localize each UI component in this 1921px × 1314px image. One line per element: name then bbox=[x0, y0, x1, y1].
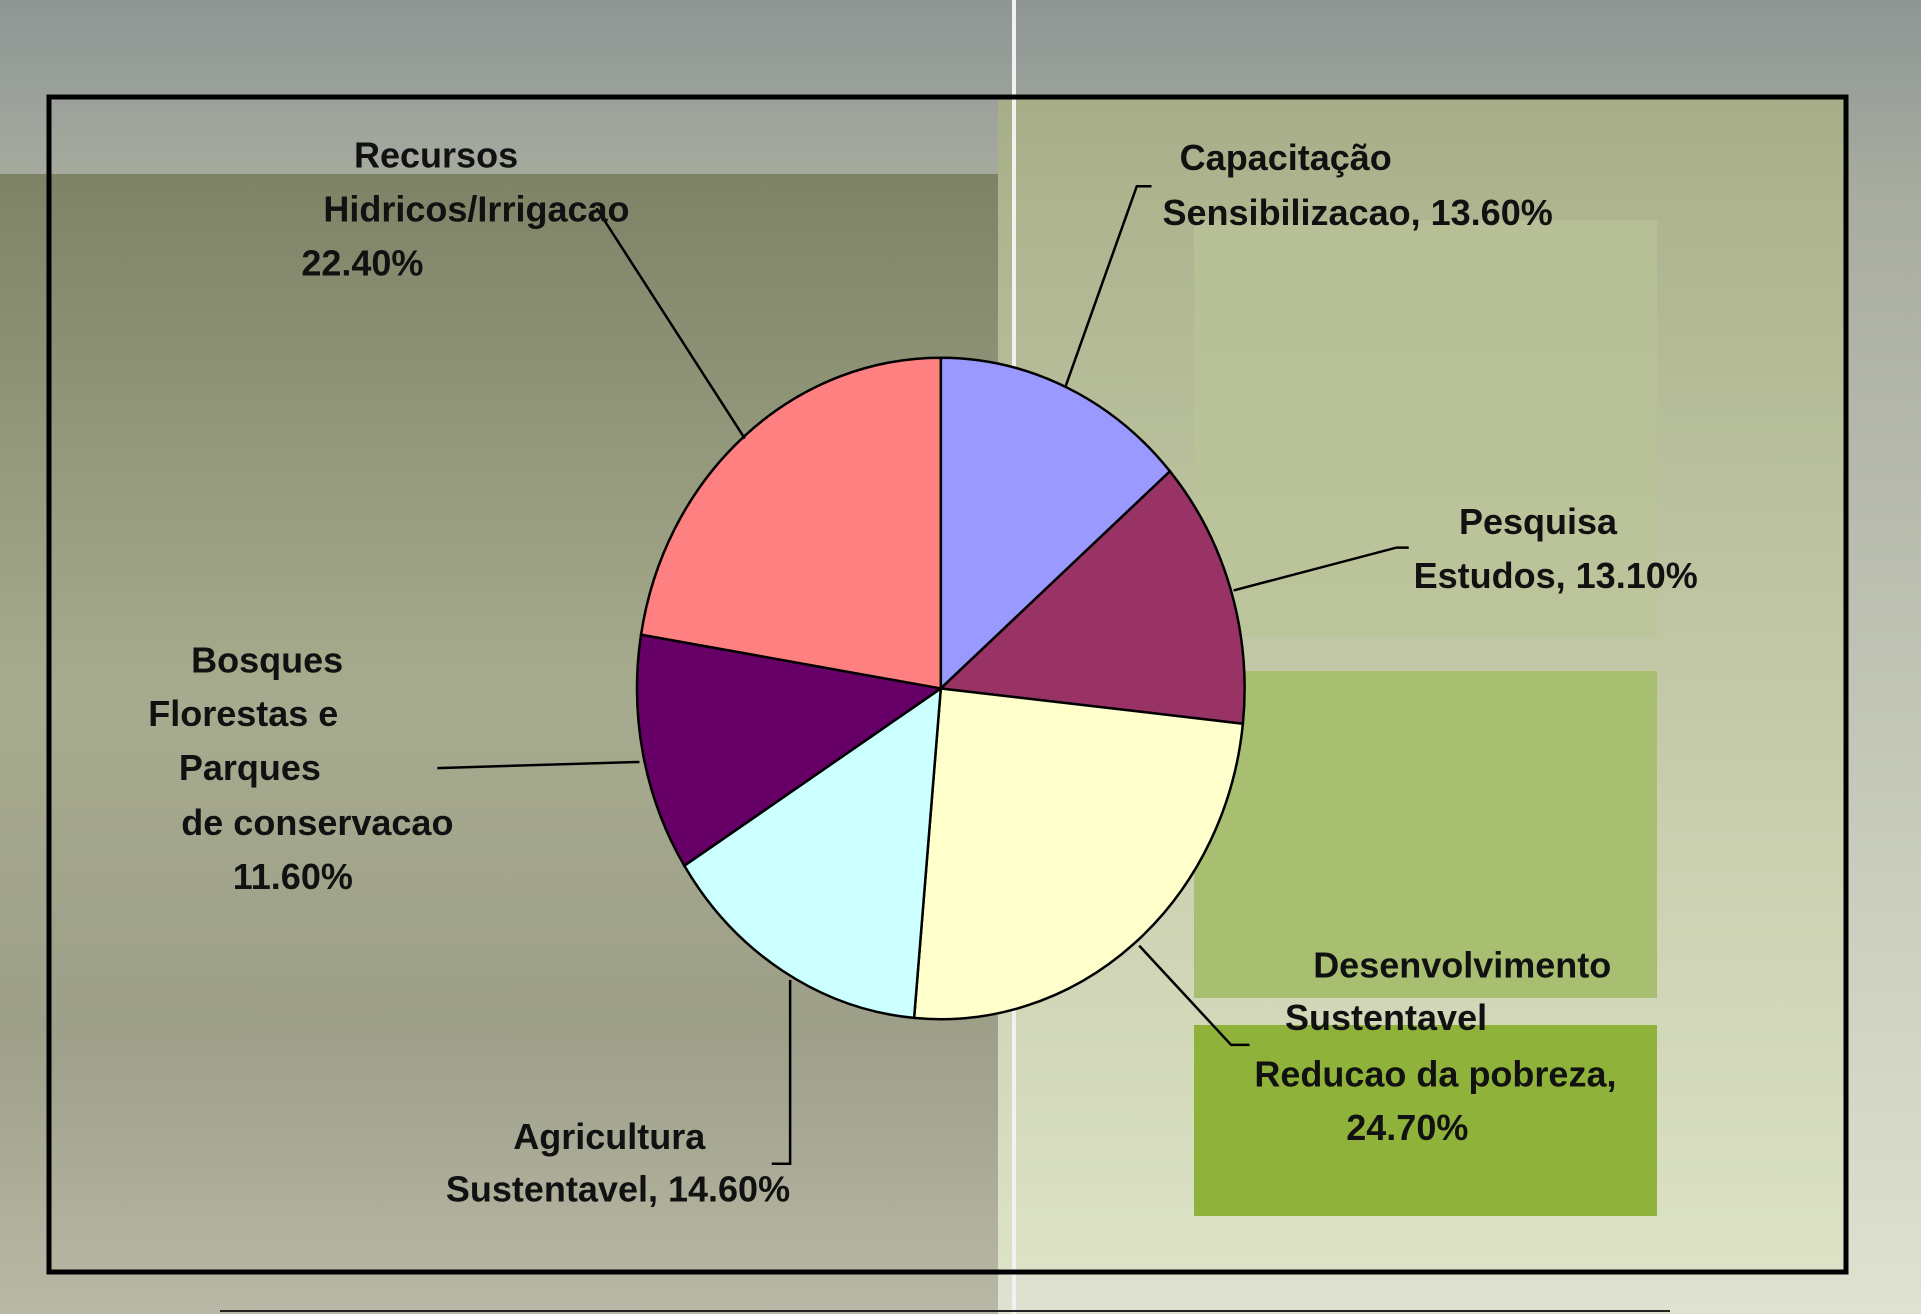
page: {"chart_data": {"type": "pie", "categori… bbox=[0, 0, 1921, 1314]
value-label: 13.10% bbox=[1576, 555, 1698, 596]
value-label: 14.60% bbox=[668, 1168, 790, 1209]
value-label: 24.70% bbox=[1346, 1107, 1468, 1148]
slide: CapacitaçãoSensibilizacao,13.60%Pesquisa… bbox=[0, 0, 1921, 1314]
value-label: 13.60% bbox=[1431, 192, 1553, 233]
value-label: 11.60% bbox=[233, 856, 353, 897]
value-label: 22.40% bbox=[301, 242, 423, 283]
